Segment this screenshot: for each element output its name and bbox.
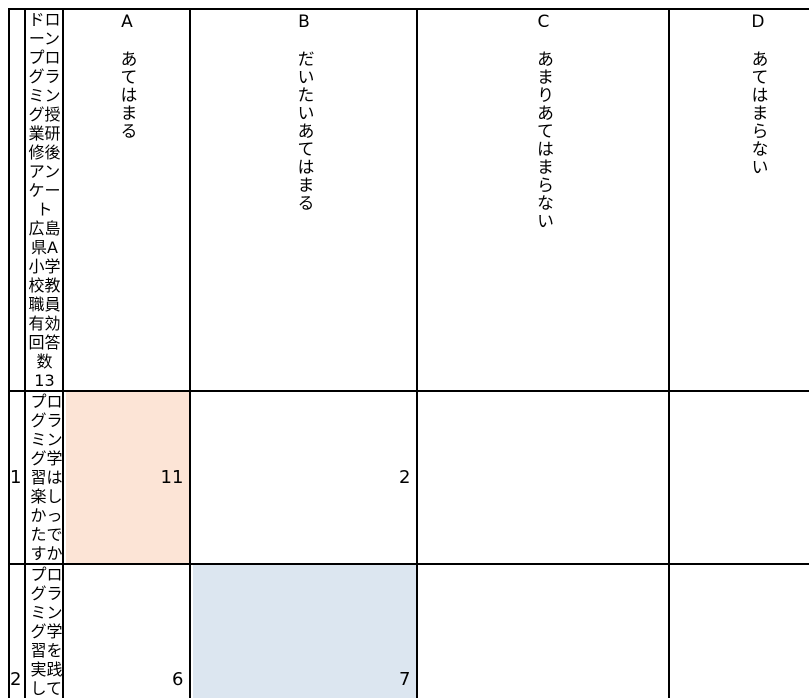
column-label: あまりあてはまらない <box>532 50 553 230</box>
answer-cell-d <box>668 563 809 698</box>
column-label: あてはまる <box>116 50 137 140</box>
answer-cell-d <box>668 390 809 565</box>
answer-count: 2 <box>399 467 411 488</box>
column-letter: B <box>298 12 310 32</box>
header-num-cell <box>7 8 27 392</box>
column-letter: C <box>537 12 550 32</box>
survey-table: ドローンプログラミング授業研修後アンケート 広島県A小学校教職員 有効回答数13… <box>7 8 809 698</box>
answer-count <box>672 392 809 563</box>
title-line: 広島県A小学校教職員 <box>28 219 61 314</box>
answer-cell-b: 7 <box>189 563 419 698</box>
table-row: 2 プログラミング学習を実践してみたいと思いましたか 67 <box>7 563 809 698</box>
answer-count: 11 <box>66 392 190 563</box>
row-number: 1 <box>7 390 27 565</box>
column-label: だいたいあてはまる <box>293 50 314 212</box>
title-line: ドローンプログラミング授業研修後アンケート <box>28 10 61 219</box>
answer-count <box>420 565 668 698</box>
answer-cell-a: 6 <box>62 563 192 698</box>
question-text: プログラミング学習を実践してみたいと思いましたか <box>24 563 65 698</box>
column-letter: A <box>121 12 133 32</box>
header-row: ドローンプログラミング授業研修後アンケート 広島県A小学校教職員 有効回答数13… <box>7 8 809 392</box>
column-letter: D <box>751 12 765 32</box>
answer-count <box>672 565 809 698</box>
answer-count <box>420 392 668 563</box>
column-label: あてはまらない <box>747 50 768 176</box>
answer-cell-c <box>416 563 671 698</box>
answer-cell-b: 2 <box>189 390 419 565</box>
row-number: 2 <box>7 563 27 698</box>
answer-count: 6 <box>172 668 184 690</box>
answer-cell-a: 11 <box>62 390 192 565</box>
column-header-d: D あてはまらない <box>668 8 809 392</box>
column-header-a: A あてはまる <box>62 8 192 392</box>
column-header-c: C あまりあてはまらない <box>416 8 671 392</box>
title-line: 有効回答数13 <box>28 314 61 390</box>
table-row: 1 プログラミング学習は楽しかったですか 11 2 <box>7 390 809 565</box>
question-text: プログラミング学習は楽しかったですか <box>24 390 65 565</box>
survey-title: ドローンプログラミング授業研修後アンケート 広島県A小学校教職員 有効回答数13 <box>24 8 65 392</box>
answer-cell-c <box>416 390 671 565</box>
column-header-b: B だいたいあてはまる <box>189 8 419 392</box>
answer-count: 7 <box>193 565 417 698</box>
